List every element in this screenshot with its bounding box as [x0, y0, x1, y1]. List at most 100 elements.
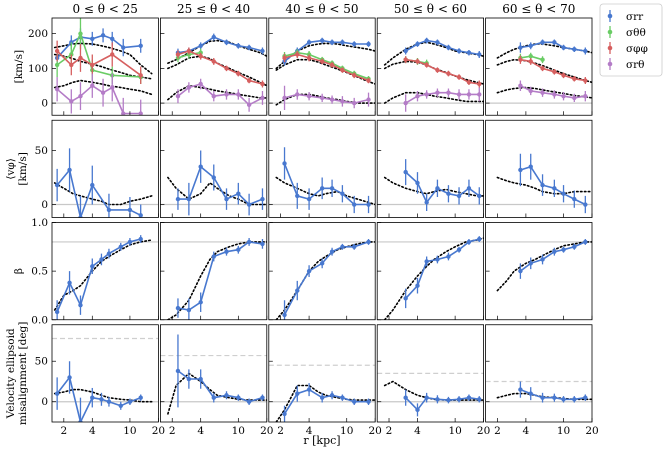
data-point — [340, 395, 345, 400]
data-point — [424, 62, 429, 68]
data-point — [552, 69, 557, 75]
data-point — [186, 48, 192, 54]
y-tick-label: 0.0 — [31, 314, 48, 326]
model-curve — [383, 91, 484, 104]
data-point — [236, 247, 241, 252]
model-curve — [167, 84, 267, 101]
panel-plot-area — [52, 148, 159, 218]
data-point — [306, 40, 312, 45]
data-point — [198, 300, 203, 305]
panel-frame — [485, 119, 593, 218]
data-point — [99, 397, 104, 402]
data-point — [340, 99, 345, 104]
data-point — [403, 169, 408, 175]
data-point — [78, 302, 83, 308]
data-point — [106, 399, 112, 404]
x-tick-label: 4 — [414, 425, 421, 437]
panel-plot-area — [268, 37, 376, 111]
data-point — [329, 393, 335, 398]
panel-plot-area — [52, 235, 159, 320]
data-point — [138, 213, 143, 218]
data-point — [528, 43, 533, 48]
data-point — [175, 52, 181, 57]
x-tick-label: 10 — [557, 425, 570, 437]
x-tick-label: 10 — [232, 425, 245, 437]
data-point — [306, 387, 312, 392]
data-point — [518, 268, 523, 274]
data-point — [78, 55, 83, 61]
data-point — [466, 80, 472, 85]
legend-box — [599, 3, 663, 77]
data-point — [583, 395, 588, 400]
panel-frame — [376, 17, 485, 116]
data-point — [138, 111, 143, 116]
data-point — [211, 254, 216, 259]
panel-plot-area — [160, 150, 267, 216]
y-tick-label: 0 — [41, 199, 48, 211]
data-point — [340, 191, 345, 196]
data-point — [572, 47, 577, 52]
data-point — [90, 182, 95, 188]
y-axis-label: [km/s] — [13, 50, 25, 83]
data-point — [211, 34, 216, 40]
model-curve — [383, 237, 484, 320]
data-point — [456, 193, 462, 199]
panel-frame — [268, 119, 376, 218]
data-point — [295, 92, 300, 97]
model-curve — [167, 176, 267, 206]
x-tick-label: 2 — [277, 425, 284, 437]
panel-plot-area — [485, 239, 593, 292]
data-point — [186, 85, 192, 90]
data-point — [211, 175, 216, 180]
data-line-beta — [405, 238, 480, 299]
data-point — [466, 239, 472, 245]
data-point — [54, 62, 60, 68]
panel-frame — [376, 222, 485, 321]
data-point — [435, 257, 440, 262]
data-point — [67, 280, 72, 285]
data-point — [415, 93, 420, 99]
data-point — [352, 399, 357, 404]
data-point — [319, 186, 325, 191]
data-point — [90, 62, 95, 68]
data-point — [106, 251, 112, 256]
panel-frame — [159, 324, 268, 423]
x-tick-label: 10 — [123, 425, 136, 437]
y-tick-label: 50 — [35, 356, 48, 368]
data-point — [99, 257, 104, 262]
data-point — [528, 261, 533, 266]
data-point — [198, 43, 203, 48]
data-point — [175, 305, 181, 311]
data-point — [127, 399, 133, 404]
data-point — [583, 93, 588, 99]
panel-frame — [268, 17, 376, 116]
data-point — [572, 196, 577, 202]
panel-plot-area — [268, 364, 376, 422]
panel-frame — [159, 222, 268, 321]
data-point — [118, 244, 123, 250]
data-point — [415, 407, 420, 413]
data-point — [456, 92, 462, 97]
data-point — [78, 215, 83, 218]
data-point — [561, 191, 566, 196]
data-point — [561, 247, 566, 252]
legend-marker — [607, 13, 613, 19]
data-point — [236, 92, 241, 97]
data-point — [424, 38, 429, 43]
data-point — [138, 236, 143, 242]
data-point — [352, 244, 357, 250]
data-point — [295, 391, 300, 396]
data-point — [466, 395, 472, 400]
data-point — [518, 57, 523, 62]
model-curve — [53, 79, 153, 96]
data-point — [260, 95, 265, 101]
data-point — [329, 249, 335, 254]
panel-plot-area — [377, 372, 484, 417]
x-tick-label: 2 — [169, 425, 176, 437]
column-title: 0 ≤ θ < 25 — [72, 2, 138, 16]
panel-frame — [376, 119, 485, 218]
data-point — [435, 90, 440, 95]
y-axis-label: Velocity ellipsoid — [5, 328, 17, 419]
data-point — [329, 186, 335, 191]
data-point — [366, 202, 371, 207]
